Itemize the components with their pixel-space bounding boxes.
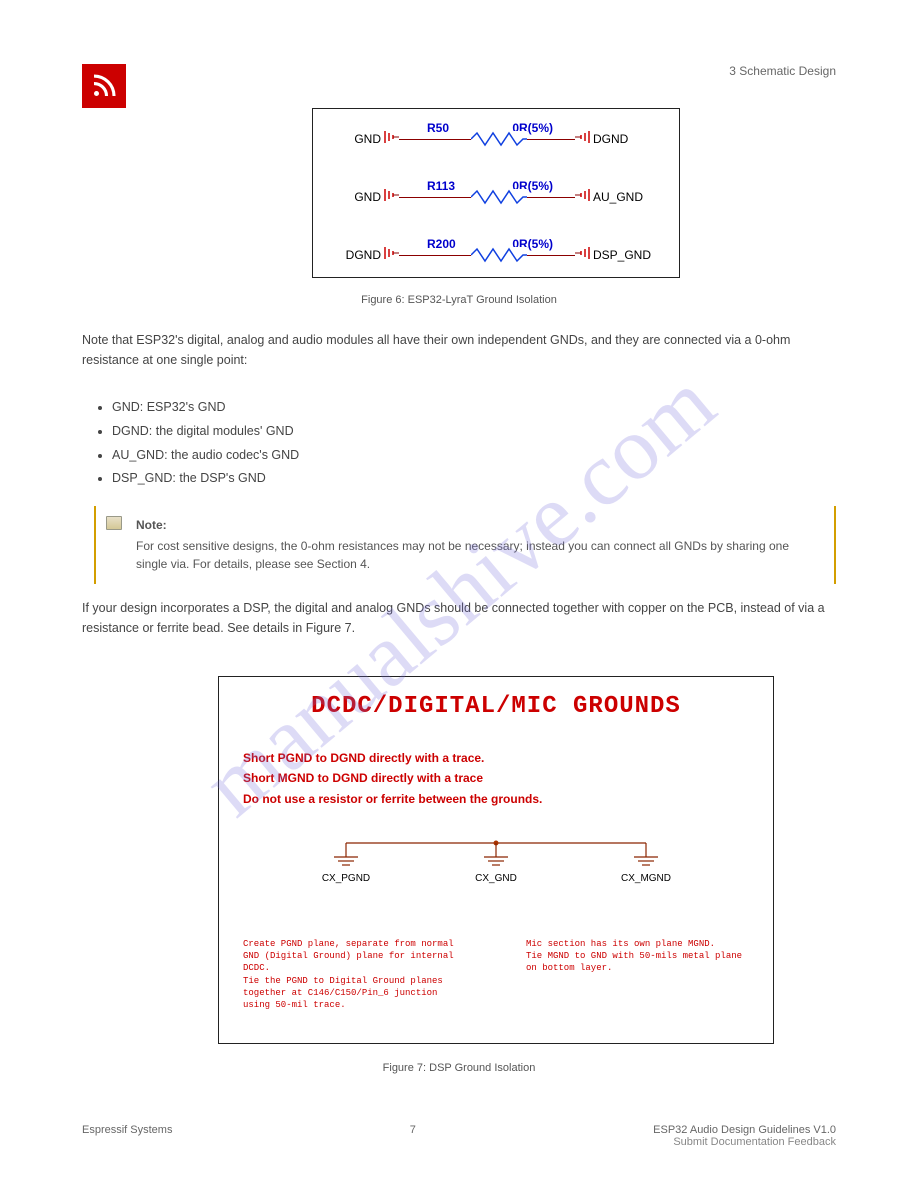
figure-2-instructions: Short PGND to DGND directly with a trace… [243,748,749,809]
figure-1-caption: Figure 6: ESP32-LyraT Ground Isolation [0,294,918,306]
ground-icon [383,127,399,150]
ground-icon [575,243,591,266]
figure-2-schematic: CX_PGND CX_GND CX_MGND [243,833,749,908]
paragraph-2: If your design incorporates a DSP, the d… [82,598,836,638]
figure-2-title: DCDC/DIGITAL/MIC GROUNDS [243,693,749,720]
gnd-label: CX_MGND [621,873,671,884]
list-item: DSP_GND: the DSP's GND [112,467,836,491]
footnote-right: Mic section has its own plane MGND. Tie … [526,938,749,1011]
gnd-left-label: DGND [333,248,383,262]
footnote-left: Create PGND plane, separate from normal … [243,938,466,1011]
gnd-right-label: DGND [591,132,659,146]
wire: R50 0R(5%) [399,129,575,149]
resistor-icon [471,247,527,263]
footer-page-number: 7 [410,1124,416,1148]
figure-2-footnotes: Create PGND plane, separate from normal … [243,938,749,1011]
page-footer: Espressif Systems 7 ESP32 Audio Design G… [82,1124,836,1148]
ground-icon [575,185,591,208]
list-item: DGND: the digital modules' GND [112,420,836,444]
ground-icon [575,127,591,150]
gnd-left-label: GND [333,132,383,146]
list-item: GND: ESP32's GND [112,396,836,420]
resistor-row-3: DGND R200 0R(5%) DSP_GND [333,243,659,266]
rss-icon [89,71,119,101]
footer-left: Espressif Systems [82,1124,172,1148]
instruction-line: Do not use a resistor or ferrite between… [243,789,749,809]
figure-1-box: GND R50 0R(5%) DGND GND R113 0R(5%) AU_G… [312,108,680,278]
paragraph-1: Note that ESP32's digital, analog and au… [82,330,836,370]
wire: R200 0R(5%) [399,245,575,265]
resistor-row-1: GND R50 0R(5%) DGND [333,127,659,150]
figure-2-caption: Figure 7: DSP Ground Isolation [0,1062,918,1074]
instruction-line: Short PGND to DGND directly with a trace… [243,748,749,768]
gnd-list: GND: ESP32's GND DGND: the digital modul… [100,396,836,491]
resistor-icon [471,189,527,205]
ref-designator: R113 [427,179,455,193]
resistor-icon [471,131,527,147]
ground-net-icon: CX_PGND CX_GND CX_MGND [286,833,706,903]
note-title: Note: [136,516,820,535]
section-header: 3 Schematic Design [729,64,836,78]
instruction-line: Short MGND to DGND directly with a trace [243,768,749,788]
list-item: AU_GND: the audio codec's GND [112,444,836,468]
gnd-label: CX_GND [475,873,517,884]
ground-icon [383,243,399,266]
gnd-right-label: AU_GND [591,190,659,204]
wire: R113 0R(5%) [399,187,575,207]
ground-icon [383,185,399,208]
figure-2-box: DCDC/DIGITAL/MIC GROUNDS Short PGND to D… [218,676,774,1044]
footer-feedback-link[interactable]: Submit Documentation Feedback [673,1136,836,1148]
ref-designator: R200 [427,237,456,251]
resistor-row-2: GND R113 0R(5%) AU_GND [333,185,659,208]
ref-designator: R50 [427,121,449,135]
gnd-label: CX_PGND [322,873,370,884]
brand-logo [82,64,126,108]
gnd-right-label: DSP_GND [591,248,659,262]
note-box: Note: For cost sensitive designs, the 0-… [94,506,836,584]
gnd-left-label: GND [333,190,383,204]
note-body: For cost sensitive designs, the 0-ohm re… [136,537,820,574]
footer-doc-title: ESP32 Audio Design Guidelines V1.0 [653,1124,836,1136]
note-icon [106,516,122,530]
